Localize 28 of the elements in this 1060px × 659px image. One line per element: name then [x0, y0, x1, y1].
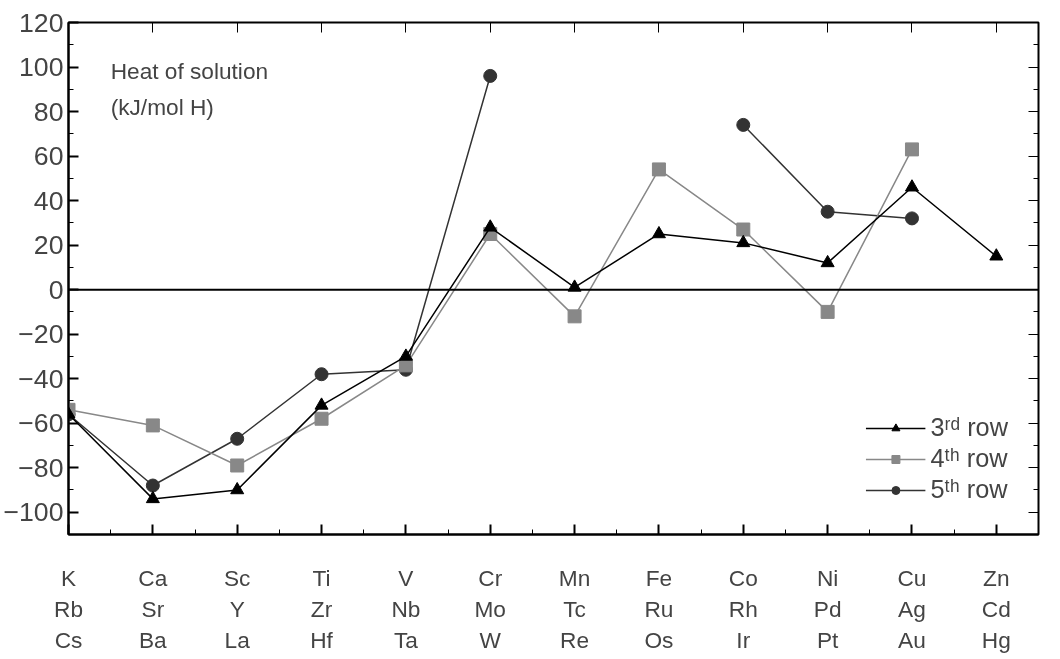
x-tick-label: Ca Sr Ba [138, 564, 168, 653]
x-tick-label: V Nb Ta [391, 564, 421, 653]
y-tick-label: −100 [3, 497, 64, 528]
y-tick-label: −40 [18, 363, 64, 394]
x-tick-label: K Rb Cs [54, 564, 83, 653]
y-tick-label: −80 [18, 452, 64, 483]
x-tick-label: Ni Pd Pt [813, 564, 842, 653]
y-tick-label: 20 [33, 230, 64, 261]
x-tick-label: Ti Zr Hf [310, 564, 334, 653]
y-tick-label: 0 [48, 274, 64, 305]
y-tick-label: 60 [33, 141, 64, 172]
x-tick-label: Mn Tc Re [558, 564, 591, 653]
y-tick-label: 40 [33, 185, 64, 216]
legend-label: 5ᵗʰ row [930, 475, 1008, 504]
legend-label: 3ʳᵈ row [930, 413, 1008, 442]
y-tick-label: −60 [18, 408, 64, 439]
y-tick-label: −20 [18, 319, 64, 350]
x-tick-label: Co Rh Ir [728, 564, 758, 653]
x-tick-label: Fe Ru Os [644, 564, 674, 653]
y-axis-title: Heat of solution (kJ/mol H) [110, 58, 269, 121]
y-tick-label: 100 [19, 52, 64, 83]
x-tick-label: Cr Mo W [474, 564, 506, 653]
y-tick-label: 120 [19, 7, 64, 38]
x-tick-label: Zn Cd Hg [981, 564, 1011, 653]
legend-label: 4ᵗʰ row [930, 444, 1008, 473]
y-tick-label: 80 [33, 96, 64, 127]
x-tick-label: Sc Y La [223, 564, 251, 653]
x-tick-label: Cu Ag Au [897, 564, 927, 653]
